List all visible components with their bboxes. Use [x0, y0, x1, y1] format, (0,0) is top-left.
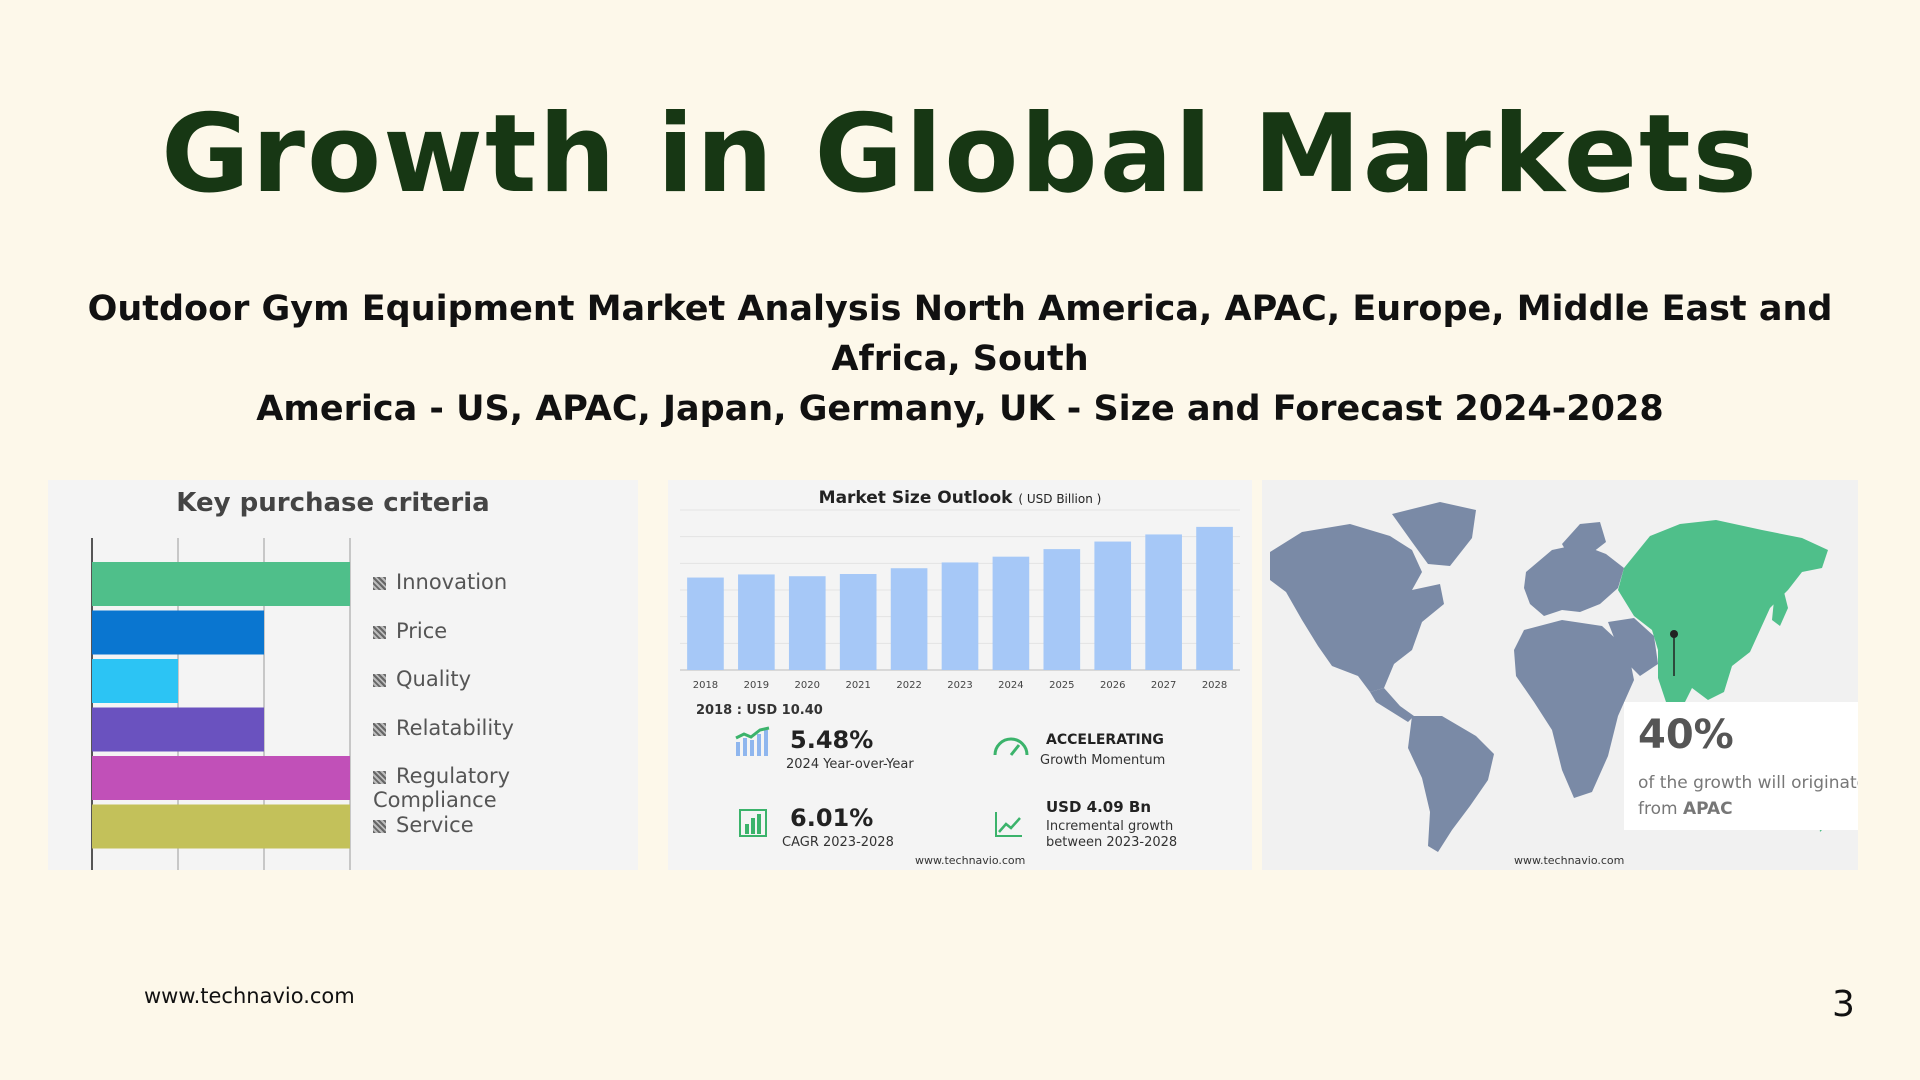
cagr-value: 6.01%: [790, 804, 874, 832]
world-map-panel: 40% of the growth will originate from AP…: [1262, 480, 1858, 870]
europe-shape: [1524, 544, 1624, 616]
mso-x-tick-label: 2022: [896, 680, 921, 691]
mso-x-tick-label: 2018: [693, 680, 718, 691]
middle-east-shape: [1608, 618, 1658, 676]
subtitle-line-1: Outdoor Gym Equipment Market Analysis No…: [87, 289, 1833, 379]
mso-chart: 2018 2019 2020 2021 2022 2023 2024 2025 2026 2027…: [680, 509, 1240, 837]
mso-x-tick-label: 2027: [1151, 680, 1176, 691]
map-source: www.technavio.com: [1514, 854, 1625, 867]
south-america-shape: [1408, 716, 1494, 852]
growth-callout: 40% of the growth will originate from AP…: [1624, 702, 1858, 830]
growth-line-icon: [995, 812, 1022, 837]
mso-x-tick-label: 2020: [795, 680, 820, 691]
mso-x-tick-label: 2026: [1100, 680, 1125, 691]
mso-bar: [687, 577, 724, 670]
north-america-shape: [1270, 524, 1444, 692]
mso-bar: [1094, 541, 1132, 670]
hatched-square-icon: [373, 625, 386, 639]
page-number: 3: [1832, 984, 1855, 1025]
kpc-legend-item: Relatability: [373, 716, 514, 740]
callout-region: APAC: [1682, 799, 1733, 819]
kpc-bar: [92, 562, 350, 606]
footer-url[interactable]: www.technavio.com: [144, 984, 355, 1008]
base-year-label: 2018 : USD 10.40: [696, 703, 823, 718]
callout-text: of the growth will originate from APAC: [1638, 770, 1858, 822]
bar-chart-icon: [739, 809, 767, 837]
incremental-label-2: between 2023-2028: [1046, 835, 1178, 850]
incremental-value: USD 4.09 Bn: [1046, 798, 1151, 816]
cagr-label: CAGR 2023-2028: [782, 835, 894, 850]
kpc-bar: [92, 659, 178, 703]
slide-subtitle: Outdoor Gym Equipment Market Analysis No…: [30, 284, 1890, 434]
kpc-legend-item: Price: [373, 619, 447, 643]
kpc-bar: [92, 610, 264, 655]
mso-source: www.technavio.com: [915, 854, 1026, 867]
hatched-square-icon: [373, 674, 386, 687]
kpc-legend-label: Innovation: [396, 570, 508, 594]
mso-x-tick-label: 2025: [1049, 680, 1074, 691]
kpc-bar: [92, 756, 350, 800]
kpc-legend-item: Regulatory Compliance: [373, 764, 638, 812]
hatched-square-icon: [373, 722, 386, 736]
subtitle-line-2: America - US, APAC, Japan, Germany, UK -…: [256, 389, 1664, 429]
incremental-label-1: Incremental growth: [1046, 819, 1174, 834]
market-size-outlook-panel: Market Size Outlook ( USD Billion ) 2018…: [668, 480, 1252, 870]
japan-shape: [1772, 592, 1788, 626]
kpc-legend-label: Relatability: [396, 715, 514, 740]
hatched-square-icon: [373, 819, 386, 833]
mso-bar: [1196, 526, 1233, 670]
callout-line-1: of the growth will originate: [1638, 773, 1858, 793]
scandinavia-shape: [1562, 522, 1606, 558]
callout-prefix: from: [1638, 799, 1683, 819]
momentum-value: ACCELERATING: [1046, 732, 1164, 748]
callout-percentage: 40%: [1638, 712, 1734, 758]
mso-x-tick-label: 2021: [845, 680, 870, 691]
kpc-legend-label: Service: [396, 812, 474, 837]
mso-bar: [1043, 549, 1081, 670]
kpc-title: Key purchase criteria: [176, 488, 490, 518]
mso-bar: [890, 568, 928, 670]
mso-title-text: Market Size Outlook: [818, 488, 1013, 508]
kpc-legend-item: Service: [373, 813, 474, 837]
africa-shape: [1514, 620, 1634, 798]
mso-bar: [839, 574, 877, 670]
hatched-square-icon: [373, 771, 386, 784]
mso-bar: [738, 574, 775, 670]
mso-x-tick-label: 2023: [947, 680, 972, 691]
mso-x-tick-label: 2019: [744, 680, 769, 691]
central-america-shape: [1370, 688, 1414, 722]
mso-bar: [941, 562, 979, 670]
callout-line-2: from APAC: [1638, 796, 1858, 822]
kpc-bar: [92, 707, 264, 752]
mso-bar: [788, 576, 826, 670]
apac-region-shape: [1618, 520, 1828, 708]
momentum-label: Growth Momentum: [1040, 753, 1166, 768]
kpc-chart: [91, 538, 351, 870]
yoy-label: 2024 Year-over-Year: [786, 757, 914, 772]
trend-chart-icon: [735, 726, 770, 756]
mso-title: Market Size Outlook ( USD Billion ): [668, 488, 1252, 508]
hatched-square-icon: [373, 577, 386, 590]
key-purchase-criteria-panel: Key purchase criteria Innovation Price Qua…: [48, 480, 638, 870]
mso-bar: [1145, 534, 1182, 670]
kpc-bar: [92, 804, 350, 849]
slide-title: Growth in Global Markets: [161, 92, 1759, 217]
mso-bar: [992, 556, 1030, 670]
mso-x-tick-label: 2024: [998, 680, 1023, 691]
kpc-legend-item: Quality: [373, 667, 471, 691]
kpc-legend-label: Regulatory Compliance: [373, 764, 511, 812]
gauge-icon: [993, 737, 1029, 756]
kpc-legend-item: Innovation: [373, 570, 507, 594]
kpc-legend-label: Price: [396, 618, 448, 643]
mso-x-tick-label: 2028: [1202, 680, 1227, 691]
mso-title-unit: ( USD Billion ): [1018, 492, 1102, 506]
kpc-legend-label: Quality: [396, 667, 472, 691]
greenland-shape: [1392, 502, 1476, 566]
location-pin-icon: [1670, 630, 1678, 676]
yoy-value: 5.48%: [790, 726, 874, 754]
